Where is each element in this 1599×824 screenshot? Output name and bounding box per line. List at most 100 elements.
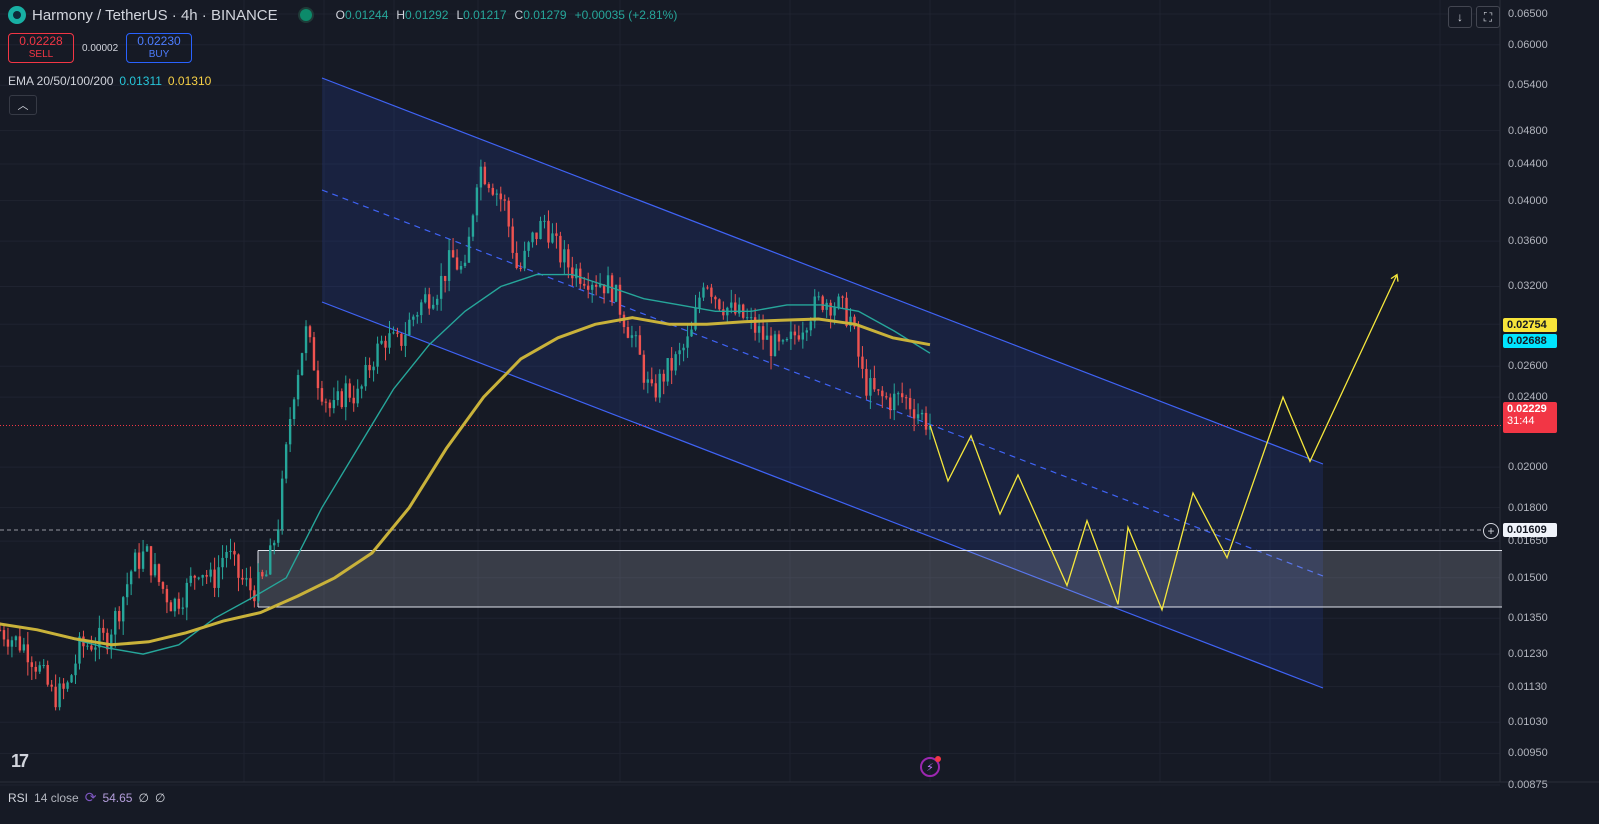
candle-body [575, 268, 578, 279]
price-tick: 0.02400 [1508, 391, 1548, 404]
candle-body [678, 350, 681, 355]
candle-body [698, 297, 701, 309]
candle-body [447, 250, 451, 281]
download-button[interactable]: ↓ [1448, 6, 1472, 28]
candle-body [865, 368, 868, 396]
candle-body [332, 400, 336, 409]
candle-body [543, 220, 546, 222]
candle-body [551, 233, 554, 243]
candle-body [30, 662, 33, 667]
refresh-icon: ⟳ [84, 789, 97, 805]
ema-legend[interactable]: EMA 20/50/100/200 0.01311 0.01310 [8, 74, 211, 88]
price-tick: 0.01500 [1508, 571, 1548, 584]
candle-body [388, 333, 391, 348]
candle-body [284, 444, 288, 479]
candle-body [169, 602, 173, 612]
channel-lower-line [321, 301, 1324, 689]
candle-body [424, 294, 427, 303]
candle-body [74, 663, 77, 676]
ema-slow-price-label: 0.02754 [1503, 318, 1557, 332]
candle-body [364, 364, 367, 387]
spread-value: 0.00002 [82, 42, 119, 54]
rsi-extra-2: ∅ [154, 790, 166, 805]
candle-body [435, 298, 439, 305]
price-tick: 0.06500 [1508, 8, 1548, 20]
candle-body [908, 397, 912, 410]
candle-body [205, 575, 208, 577]
low-value: 0.01217 [463, 8, 507, 22]
price-tick: 0.05400 [1508, 79, 1548, 92]
lightning-icon[interactable]: ⚡ [920, 756, 941, 777]
candle-body [428, 294, 431, 309]
candle-body [642, 354, 646, 383]
ema-value-2: 0.01310 [167, 74, 212, 88]
candle-body [686, 336, 689, 348]
buy-button[interactable]: 0.02230 BUY [126, 33, 192, 63]
tradingview-logo[interactable]: 17 [11, 751, 29, 771]
candle-body [308, 326, 312, 338]
candle-body [463, 262, 467, 267]
candle-body [352, 397, 355, 404]
price-tick: 0.03600 [1508, 235, 1548, 248]
candle-body [62, 683, 65, 689]
candle-body [471, 215, 475, 237]
candle-body [487, 184, 491, 188]
candle-body [630, 335, 634, 338]
candle-body [924, 412, 928, 430]
ema-fast-price-label: 0.02688 [1503, 334, 1557, 348]
candle-body [650, 379, 653, 384]
candle-body [18, 636, 22, 651]
candle-body [531, 232, 534, 243]
candle-body [662, 373, 665, 382]
candle-body [674, 354, 677, 371]
sell-button[interactable]: 0.02228 SELL [8, 33, 74, 63]
candle-body [0, 629, 2, 631]
candle-body [261, 572, 264, 577]
add-alert-icon[interactable]: + [1483, 523, 1499, 539]
fullscreen-button[interactable]: ⛶ [1476, 6, 1500, 28]
candle-body [233, 550, 236, 555]
candle-body [288, 419, 292, 445]
candle-body [340, 391, 343, 408]
candle-body [817, 296, 820, 298]
candle-body [197, 577, 200, 579]
candle-body [380, 340, 383, 344]
candle-body [738, 304, 741, 314]
high-value: 0.01292 [405, 8, 449, 22]
candle-body [157, 564, 161, 583]
candle-body [292, 399, 296, 420]
candle-body [269, 545, 272, 575]
candle-body [920, 412, 924, 415]
candle-body [765, 335, 769, 340]
candle-body [50, 684, 53, 687]
candle-body [201, 575, 204, 578]
candle-body [165, 588, 169, 603]
candle-body [587, 285, 590, 290]
ohlc-values: O0.01244 H0.01292 L0.01217 C0.01279 +0.0… [335, 8, 678, 22]
buy-price: 0.02230 [137, 34, 181, 48]
rsi-legend[interactable]: RSI 14 close ⟳ 54.65 ∅ ∅ [8, 789, 165, 806]
rsi-extra-1: ∅ [138, 790, 149, 805]
fullscreen-icon: ⛶ [1483, 9, 1493, 24]
collapse-legend-button[interactable]: ︿ [9, 95, 37, 115]
candle-body [58, 683, 61, 708]
candle-body [523, 250, 526, 269]
candle-body [638, 335, 642, 355]
symbol-title[interactable]: Harmony / TetherUS · 4h · BINANCE [32, 6, 278, 24]
candle-body [495, 193, 498, 195]
candle-body [133, 552, 137, 572]
candle-body [316, 370, 320, 389]
candle-body [801, 332, 805, 340]
channel-fill [322, 78, 1323, 688]
chevron-up-icon: ︿ [17, 100, 29, 112]
candle-body [511, 226, 514, 253]
candle-body [455, 257, 459, 270]
sell-price: 0.02228 [19, 34, 63, 48]
candle-body [451, 250, 455, 258]
candle-body [400, 333, 403, 346]
candle-body [420, 302, 423, 316]
candle-body [666, 358, 669, 382]
candle-body [885, 396, 888, 398]
price-tick: 0.01650 [1508, 535, 1548, 548]
